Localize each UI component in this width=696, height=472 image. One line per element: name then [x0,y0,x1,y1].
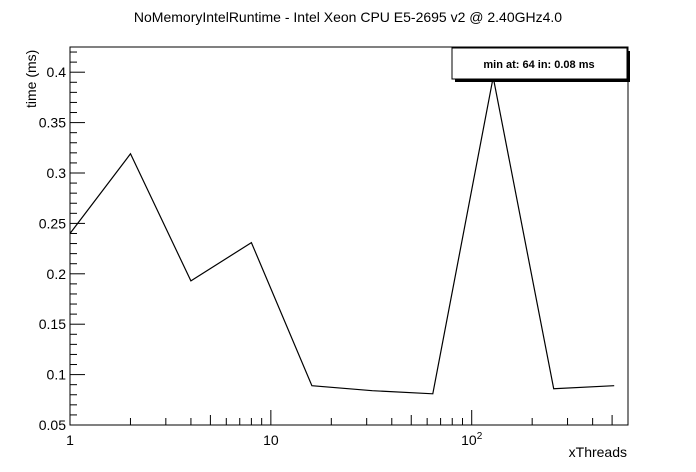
x-axis-title: xThreads [569,444,627,460]
y-tick-label: 0.35 [39,115,66,131]
y-tick-label: 0.15 [39,316,66,332]
y-tick-label: 0.3 [47,165,67,181]
y-tick-label: 0.1 [47,367,67,383]
chart-title: NoMemoryIntelRuntime - Intel Xeon CPU E5… [134,9,562,25]
x-tick-label: 1 [66,432,74,448]
y-tick-label: 0.05 [39,417,66,433]
x-axis: 1 10 102 [66,410,629,448]
series-group [69,77,615,395]
min-annotation-box: min at: 64 in: 0.08 ms [451,47,630,82]
plot-frame [69,46,629,426]
series-line [69,77,615,395]
x-tick-label: 102 [461,431,483,448]
y-tick-label: 0.4 [47,64,67,80]
x-tick-label: 10 [263,432,279,448]
y-axis: 0.05 0.1 0.15 0.2 0.25 0.3 0.35 0.4 [39,51,85,433]
y-axis-title: time (ms) [23,50,39,108]
y-tick-label: 0.2 [47,266,67,282]
min-annotation-text: min at: 64 in: 0.08 ms [483,59,594,71]
min-annotation-background [451,47,628,80]
y-tick-label: 0.25 [39,215,66,231]
